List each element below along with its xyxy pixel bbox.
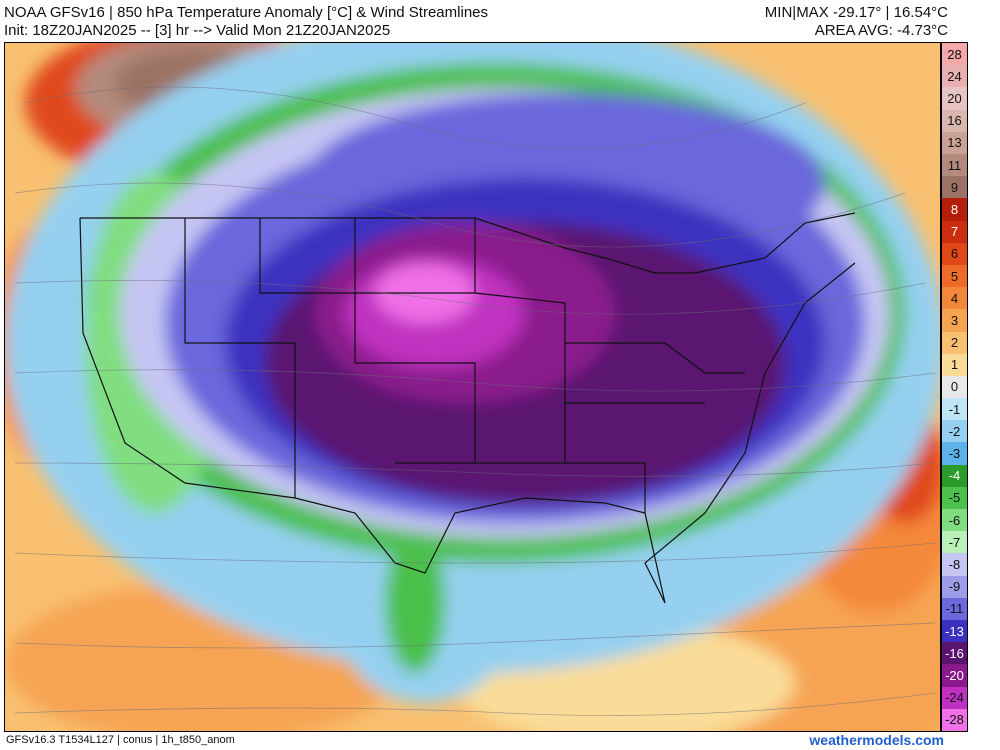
- min-max-readout: MIN|MAX -29.17° | 16.54°C: [764, 4, 948, 21]
- legend-item: 2: [942, 331, 967, 354]
- legend-item: 4: [942, 287, 967, 310]
- legend-item: 6: [942, 242, 967, 265]
- legend-item: 1: [942, 353, 967, 376]
- legend-item: 11: [942, 153, 967, 177]
- legend-item: 0: [942, 375, 967, 399]
- legend-item: -7: [942, 531, 967, 554]
- wind-streamlines: [14, 86, 936, 716]
- legend-item: -13: [942, 620, 967, 643]
- legend-item: 7: [942, 220, 967, 243]
- legend-item: -5: [942, 486, 967, 510]
- legend-item: -1: [942, 398, 967, 421]
- legend-item: 9: [942, 176, 967, 199]
- area-average-readout: AREA AVG: -4.73°C: [814, 22, 948, 39]
- legend-item: -24: [942, 686, 967, 709]
- map-canvas: [5, 43, 940, 731]
- temperature-anomaly-map[interactable]: [4, 42, 941, 732]
- color-scale-legend: 28 24 20 16 13 11 9 8 7 6 5 4 3 2 1 0 -1 -2 -3 -4 -5 -6 -7 -8 -9…: [941, 42, 968, 732]
- legend-item: -8: [942, 553, 967, 576]
- legend-item: 24: [942, 65, 967, 88]
- legend-item: 16: [942, 109, 967, 132]
- run-info: GFSv16.3 T1534L127 | conus | 1h_t850_ano…: [6, 734, 235, 746]
- legend-item: 8: [942, 198, 967, 221]
- legend-item: 28: [942, 43, 967, 66]
- legend-item: -6: [942, 509, 967, 532]
- legend-item: -11: [942, 597, 967, 621]
- legend-item: -28: [942, 708, 967, 731]
- map-title: NOAA GFSv16 | 850 hPa Temperature Anomal…: [4, 4, 488, 21]
- map-valid-time: Init: 18Z20JAN2025 -- [3] hr --> Valid M…: [4, 22, 391, 39]
- political-borders: [79, 212, 856, 604]
- legend-item: -20: [942, 664, 967, 687]
- legend-item: 3: [942, 309, 967, 332]
- legend-item: 20: [942, 87, 967, 110]
- legend-item: -16: [942, 642, 967, 665]
- legend-item: -9: [942, 575, 967, 598]
- legend-item: -4: [942, 464, 967, 487]
- legend-item: 5: [942, 264, 967, 288]
- anomaly-field: [5, 43, 940, 731]
- site-credit-link[interactable]: weathermodels.com: [809, 732, 944, 748]
- legend-item: 13: [942, 131, 967, 154]
- legend-item: -3: [942, 442, 967, 465]
- legend-item: -2: [942, 420, 967, 443]
